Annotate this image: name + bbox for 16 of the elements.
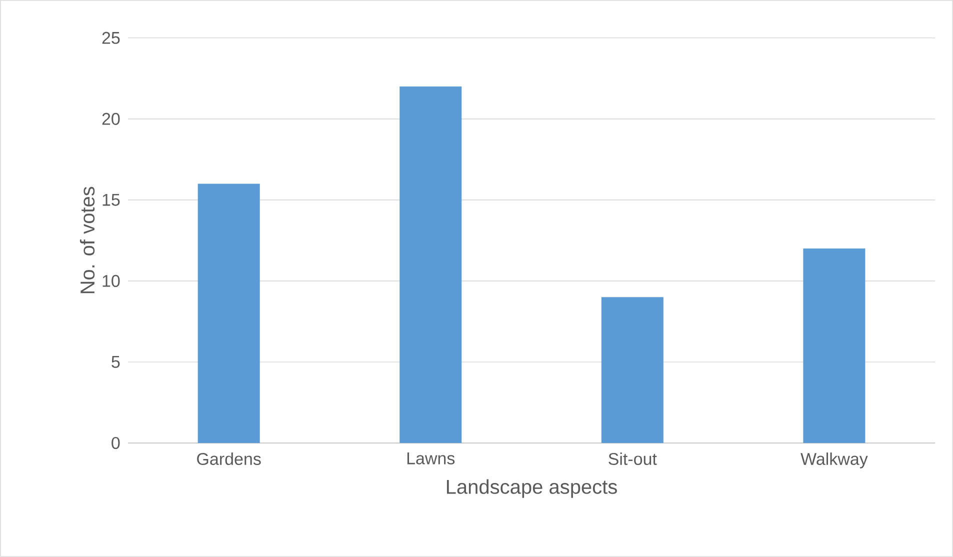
y-tick-label: 0 — [112, 437, 120, 450]
y-tick-label: 25 — [102, 32, 120, 44]
bar — [601, 297, 664, 444]
x-tick-label: Gardens — [197, 452, 261, 466]
y-axis-title: No. of votes — [80, 186, 95, 294]
y-tick-label: 10 — [102, 274, 120, 288]
x-tick-label: Sit-out — [608, 452, 657, 466]
y-tick-label: 20 — [102, 112, 120, 125]
bar — [198, 184, 260, 444]
x-tick-label: Walkway — [800, 452, 868, 468]
y-tick-label: 15 — [102, 194, 120, 206]
bar — [400, 86, 462, 444]
y-tick-label: 5 — [112, 356, 120, 368]
x-axis-title: Landscape aspects — [446, 479, 617, 498]
x-tick-label: Lawns — [407, 452, 455, 464]
bar — [803, 248, 866, 444]
